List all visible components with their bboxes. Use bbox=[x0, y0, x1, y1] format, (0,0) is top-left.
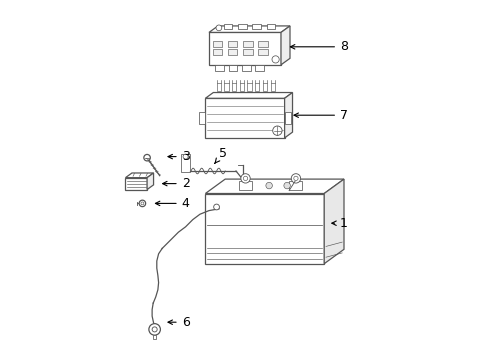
Polygon shape bbox=[324, 179, 344, 264]
Bar bbox=[238, 24, 246, 29]
Bar bbox=[205, 98, 285, 138]
Circle shape bbox=[284, 182, 291, 189]
Bar bbox=[243, 41, 252, 46]
Polygon shape bbox=[285, 112, 291, 124]
Bar bbox=[252, 24, 261, 29]
Circle shape bbox=[183, 154, 188, 159]
Bar bbox=[181, 154, 190, 172]
Circle shape bbox=[214, 204, 220, 210]
Circle shape bbox=[294, 176, 298, 180]
Bar bbox=[270, 83, 275, 91]
Bar bbox=[216, 65, 224, 71]
Bar bbox=[153, 335, 156, 339]
Text: 2: 2 bbox=[163, 177, 190, 190]
Bar bbox=[243, 49, 252, 55]
Bar bbox=[228, 41, 238, 46]
Polygon shape bbox=[205, 179, 344, 194]
Text: 1: 1 bbox=[332, 217, 348, 230]
Polygon shape bbox=[209, 26, 290, 32]
Circle shape bbox=[241, 174, 250, 183]
Bar bbox=[205, 194, 324, 264]
Circle shape bbox=[139, 200, 146, 207]
Bar bbox=[217, 83, 221, 91]
Circle shape bbox=[149, 324, 160, 335]
Bar bbox=[255, 65, 264, 71]
Bar bbox=[242, 65, 250, 71]
Bar bbox=[125, 178, 147, 189]
Bar bbox=[290, 181, 302, 190]
Text: 8: 8 bbox=[291, 40, 348, 53]
Circle shape bbox=[152, 327, 157, 332]
Bar bbox=[240, 83, 244, 91]
Polygon shape bbox=[199, 112, 205, 124]
Bar bbox=[223, 24, 232, 29]
Polygon shape bbox=[125, 173, 153, 178]
Circle shape bbox=[244, 176, 248, 180]
Polygon shape bbox=[281, 26, 290, 65]
Polygon shape bbox=[285, 93, 293, 138]
Polygon shape bbox=[205, 93, 293, 98]
Circle shape bbox=[266, 182, 272, 189]
Polygon shape bbox=[147, 173, 153, 189]
Bar bbox=[267, 24, 275, 29]
Bar bbox=[258, 41, 268, 46]
Bar bbox=[263, 83, 267, 91]
Bar bbox=[229, 65, 237, 71]
Circle shape bbox=[216, 25, 222, 31]
Bar bbox=[239, 181, 252, 190]
Text: 4: 4 bbox=[155, 197, 190, 210]
Text: 3: 3 bbox=[168, 150, 190, 163]
Text: 6: 6 bbox=[168, 316, 190, 329]
Circle shape bbox=[272, 56, 279, 63]
Bar bbox=[228, 49, 238, 55]
Bar bbox=[258, 49, 268, 55]
Bar bbox=[255, 83, 260, 91]
Circle shape bbox=[273, 126, 282, 135]
Bar bbox=[247, 83, 252, 91]
Bar bbox=[213, 49, 222, 55]
Bar bbox=[213, 41, 222, 46]
Bar bbox=[232, 83, 236, 91]
Text: 5: 5 bbox=[215, 147, 227, 163]
Circle shape bbox=[291, 174, 301, 183]
Circle shape bbox=[141, 202, 144, 205]
Circle shape bbox=[144, 154, 150, 161]
Bar bbox=[209, 32, 281, 65]
Bar bbox=[224, 83, 229, 91]
Text: 7: 7 bbox=[294, 109, 348, 122]
